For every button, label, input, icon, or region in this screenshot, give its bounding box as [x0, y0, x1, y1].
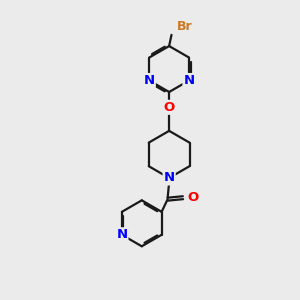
Text: O: O: [188, 191, 199, 204]
Text: N: N: [164, 172, 175, 184]
Text: Br: Br: [177, 20, 192, 32]
Text: N: N: [144, 74, 155, 87]
Text: O: O: [164, 101, 175, 114]
Text: N: N: [116, 228, 128, 241]
Text: N: N: [184, 74, 195, 87]
